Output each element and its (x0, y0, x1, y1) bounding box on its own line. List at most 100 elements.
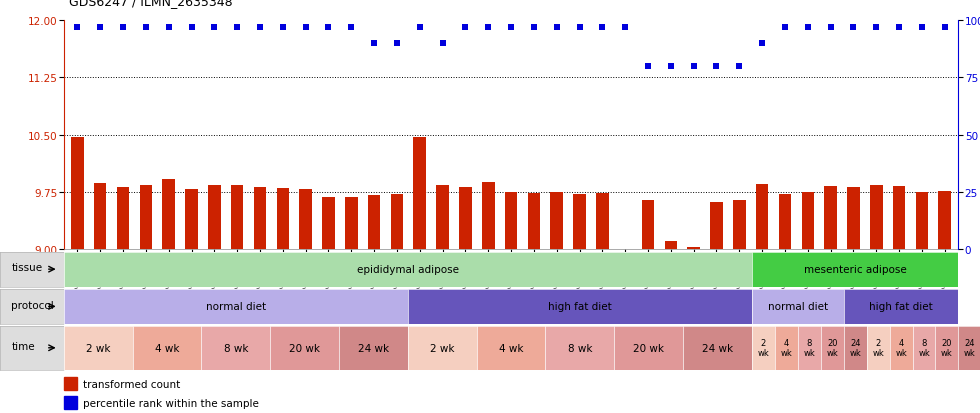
Point (458, 24, 473, 31)
Text: 24 wk: 24 wk (358, 343, 389, 353)
Point (846, 24, 861, 31)
Text: 4 wk: 4 wk (499, 343, 523, 353)
Bar (72, 138, 83, 250)
Bar (596, 193, 609, 250)
Text: protocol: protocol (12, 300, 54, 310)
Text: 8 wk: 8 wk (223, 343, 248, 353)
Text: percentile rank within the sample: percentile rank within the sample (82, 398, 259, 408)
Point (937, 24, 953, 31)
Bar (254, 187, 267, 250)
Bar (779, 194, 791, 250)
Bar (939, 192, 951, 250)
Bar (870, 186, 883, 250)
Point (800, 24, 815, 31)
Point (709, 63, 724, 70)
Bar (505, 192, 517, 250)
Bar (208, 186, 220, 250)
Bar (414, 138, 426, 250)
Bar (64, 396, 77, 409)
Text: high fat diet: high fat diet (548, 301, 612, 312)
Bar (276, 189, 289, 250)
Point (777, 24, 793, 31)
Point (571, 24, 587, 31)
Bar (322, 197, 335, 250)
Text: 4
wk: 4 wk (895, 338, 906, 358)
Bar (482, 183, 495, 250)
Point (116, 24, 131, 31)
Point (731, 63, 747, 70)
Point (389, 40, 405, 47)
Text: mesenteric adipose: mesenteric adipose (804, 264, 906, 275)
Bar (436, 186, 449, 250)
Bar (299, 190, 312, 250)
Bar (551, 192, 563, 250)
Point (367, 40, 382, 47)
Point (868, 24, 884, 31)
Bar (619, 249, 631, 250)
Bar (185, 190, 198, 250)
Point (161, 24, 176, 31)
Text: high fat diet: high fat diet (869, 301, 933, 312)
Text: normal diet: normal diet (767, 301, 828, 312)
Point (504, 24, 519, 31)
Text: 24
wk: 24 wk (850, 338, 861, 358)
Text: 8
wk: 8 wk (804, 338, 815, 358)
Text: time: time (12, 341, 35, 351)
Bar (802, 192, 814, 250)
Text: tissue: tissue (12, 263, 42, 273)
Bar (94, 183, 107, 250)
Text: GDS6247 / ILMN_2635348: GDS6247 / ILMN_2635348 (69, 0, 232, 8)
Text: 20
wk: 20 wk (941, 338, 953, 358)
Point (549, 24, 564, 31)
Point (320, 24, 336, 31)
Bar (163, 180, 175, 250)
Bar (733, 201, 746, 250)
Point (823, 24, 839, 31)
Bar (460, 188, 471, 250)
Point (480, 24, 496, 31)
Point (914, 24, 930, 31)
Point (435, 40, 451, 47)
Point (275, 24, 291, 31)
Text: normal diet: normal diet (206, 301, 266, 312)
Point (138, 24, 154, 31)
Point (640, 63, 656, 70)
Bar (391, 195, 403, 250)
Point (891, 24, 907, 31)
Bar (368, 196, 380, 250)
Text: 24
wk: 24 wk (964, 338, 976, 358)
Point (526, 24, 542, 31)
Bar (710, 202, 723, 250)
Text: 4
wk: 4 wk (780, 338, 792, 358)
Point (298, 24, 314, 31)
Bar (664, 242, 677, 250)
Text: 2 wk: 2 wk (86, 343, 111, 353)
Text: 4 wk: 4 wk (155, 343, 179, 353)
Point (183, 24, 199, 31)
Point (252, 24, 268, 31)
Text: 20
wk: 20 wk (826, 338, 838, 358)
Text: 2 wk: 2 wk (430, 343, 455, 353)
Text: transformed count: transformed count (82, 379, 179, 389)
Point (229, 24, 245, 31)
Point (617, 24, 633, 31)
Bar (687, 247, 700, 250)
Text: 24 wk: 24 wk (702, 343, 733, 353)
Bar (847, 188, 859, 250)
Bar (527, 193, 540, 250)
Text: 8 wk: 8 wk (567, 343, 592, 353)
Point (412, 24, 427, 31)
Point (92, 24, 108, 31)
Text: 20 wk: 20 wk (289, 343, 320, 353)
Bar (756, 184, 768, 250)
Point (686, 63, 702, 70)
Bar (642, 200, 655, 250)
Text: epididymal adipose: epididymal adipose (357, 264, 459, 275)
Bar (345, 198, 358, 250)
Point (663, 63, 679, 70)
Text: 2
wk: 2 wk (758, 338, 769, 358)
Bar (573, 194, 586, 250)
Bar (915, 192, 928, 250)
Point (595, 24, 611, 31)
Bar (117, 187, 129, 250)
